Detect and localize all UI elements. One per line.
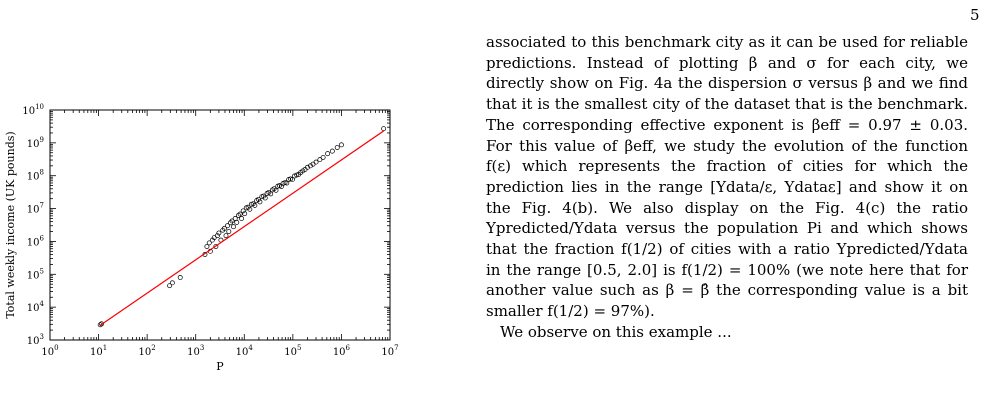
x-tick-label: 106: [333, 344, 351, 358]
data-point: [226, 229, 232, 234]
data-point: [223, 233, 229, 239]
data-point: [229, 218, 235, 224]
page-number: 5: [970, 6, 980, 24]
data-point: [257, 199, 263, 205]
y-tick-label: 108: [27, 169, 44, 183]
y-tick-label: 109: [27, 136, 44, 150]
data-point: [338, 142, 344, 148]
data-point: [307, 163, 313, 169]
data-point: [234, 219, 240, 225]
data-point: [292, 173, 297, 179]
y-tick-label: 106: [27, 234, 45, 248]
data-point: [224, 223, 230, 229]
loglog-chart: 100 101 102 103 104 105 106 107 103 104 105 106 107 1…: [4, 103, 399, 373]
data-point: [262, 195, 268, 201]
data-point: [294, 172, 300, 178]
data-point: [167, 283, 173, 289]
paragraph-2-start: We observe on this example ...: [500, 322, 732, 341]
data-point: [313, 159, 319, 165]
data-point: [273, 187, 279, 193]
body-text-column: associated to this benchmark city as it …: [486, 32, 968, 343]
x-tick-label: 103: [187, 344, 204, 358]
data-point: [240, 208, 246, 214]
scatter-figure: 100 101 102 103 104 105 106 107 103 104 105 106 107 1…: [0, 100, 420, 390]
x-tick-label: 100: [41, 344, 58, 358]
data-point: [213, 244, 219, 249]
x-tick-label: 104: [236, 344, 254, 358]
data-point: [247, 206, 253, 212]
data-point: [206, 240, 212, 246]
data-point: [305, 164, 310, 170]
x-tick-label: 101: [90, 344, 107, 358]
y-tick-label: 107: [27, 202, 44, 216]
data-point: [268, 191, 274, 197]
data-point: [177, 275, 183, 280]
y-tick-label: 1010: [22, 103, 44, 117]
data-point: [204, 244, 210, 249]
data-point: [242, 211, 248, 217]
x-tick-label: 102: [139, 344, 156, 358]
data-point: [329, 148, 335, 154]
data-point: [214, 233, 220, 239]
x-tick-label: 105: [284, 344, 301, 358]
x-axis-label: P: [216, 360, 224, 373]
y-tick-label: 103: [27, 333, 44, 347]
paragraph-1: associated to this benchmark city as it …: [486, 33, 968, 321]
data-point: [255, 196, 261, 202]
data-point: [221, 225, 227, 231]
data-point: [237, 211, 243, 217]
data-point: [169, 280, 175, 286]
data-point: [325, 151, 331, 157]
data-point: [97, 322, 103, 328]
data-point: [320, 154, 326, 160]
x-tick-label: 107: [381, 344, 398, 358]
data-point: [252, 202, 258, 208]
y-axis-label: Total weekly income (UK pounds): [4, 131, 17, 318]
fit-line-overlay: [99, 130, 384, 326]
plot-frame: [49, 109, 391, 341]
data-point: [381, 126, 387, 132]
y-tick-label: 104: [27, 300, 45, 314]
y-tick-label: 105: [27, 267, 44, 281]
data-point: [99, 321, 104, 327]
data-point: [231, 224, 236, 230]
data-point: [334, 145, 340, 150]
data-point: [239, 216, 245, 221]
data-point: [236, 212, 241, 218]
data-point: [216, 230, 222, 236]
